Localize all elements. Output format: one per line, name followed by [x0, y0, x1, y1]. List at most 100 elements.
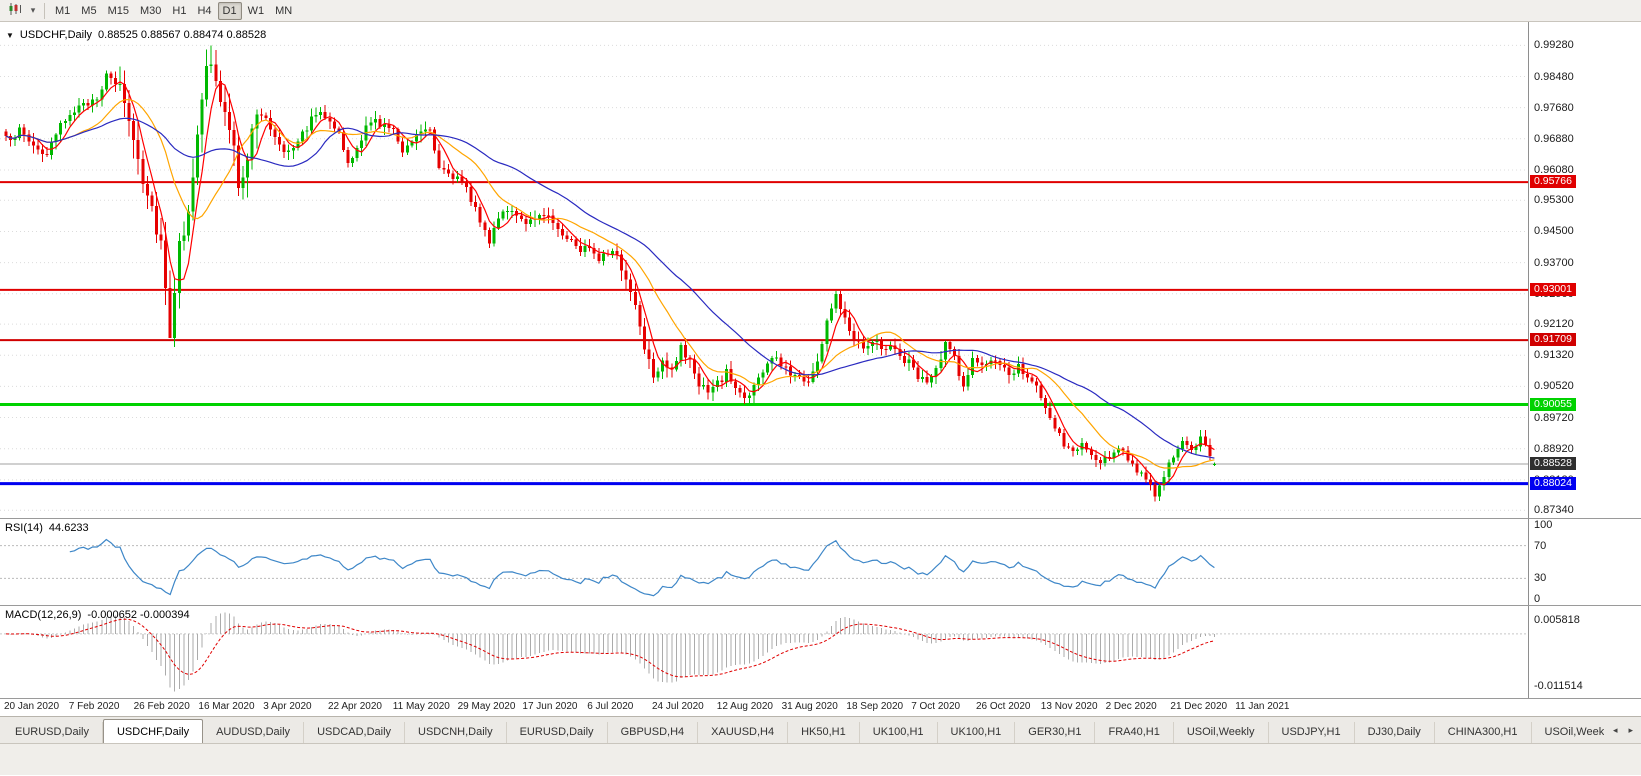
price-badge: 0.90055: [1530, 397, 1576, 411]
tab-xauusd-h4[interactable]: XAUUSD,H4: [698, 722, 789, 743]
rsi-axis-label: 70: [1534, 539, 1547, 552]
date-label: 29 May 2020: [457, 701, 516, 712]
tab-eurusd-daily[interactable]: EURUSD,Daily: [507, 722, 608, 743]
price-tick: 0.94500: [1534, 225, 1574, 238]
rsi-axis-label: 30: [1534, 572, 1547, 585]
date-axis[interactable]: 20 Jan 2020 7 Feb 2020 26 Feb 2020 16 Mar 2…: [0, 699, 1641, 716]
date-label: 7 Oct 2020: [911, 701, 961, 712]
timeframe-button-d1[interactable]: D1: [217, 1, 242, 20]
rsi-canvas[interactable]: RSI(14) 44.6233: [0, 519, 1528, 605]
rsi-axis-label: 0: [1534, 593, 1541, 605]
one-click-trading-toggle-icon[interactable]: ▼: [6, 30, 14, 40]
date-label: 6 Jul 2020: [587, 701, 634, 712]
date-label: 13 Nov 2020: [1040, 701, 1098, 712]
price-chart-row: ▼ USDCHF,Daily 0.88525 0.88567 0.88474 0…: [0, 22, 1641, 518]
date-label: 26 Oct 2020: [976, 701, 1031, 712]
price-tick: 0.88920: [1534, 442, 1574, 455]
date-label: 12 Aug 2020: [716, 701, 773, 712]
symbol-tabs: EURUSD,Daily USDCHF,Daily AUDUSD,Daily USDC…: [2, 719, 1641, 743]
tab-scroll-right-icon[interactable]: ▸: [1628, 724, 1633, 735]
rsi-axis-label: 100: [1534, 519, 1553, 531]
macd-name-label: MACD(12,26,9): [5, 609, 82, 621]
timeframe-button-m30[interactable]: M30: [139, 4, 162, 17]
timeframe-button-m1[interactable]: M1: [55, 4, 71, 17]
tab-usoil-weekly[interactable]: USOil,Weekly: [1174, 722, 1269, 743]
tab-usdjpy-h1[interactable]: USDJPY,H1: [1269, 722, 1355, 743]
date-label: 11 Jan 2021: [1235, 701, 1290, 712]
rsi-axis[interactable]: 100 70 30 0: [1528, 519, 1641, 605]
price-tick: 0.96080: [1534, 163, 1574, 176]
date-label: 22 Apr 2020: [328, 701, 382, 712]
price-tick: 0.90520: [1534, 380, 1574, 393]
panel-splitter[interactable]: [0, 605, 1641, 606]
rsi-value-label: 44.6233: [48, 522, 89, 534]
tab-ger30-h1[interactable]: GER30,H1: [1015, 722, 1096, 743]
price-tick: 0.92120: [1534, 318, 1574, 331]
chart-type-button[interactable]: [3, 2, 27, 20]
macd-axis-label: 0.005818: [1534, 614, 1580, 626]
toolbar-separator: [44, 2, 45, 19]
price-badge: 0.95766: [1530, 175, 1576, 189]
tab-gbpusd-h4[interactable]: GBPUSD,H4: [608, 722, 699, 743]
tab-usdcnh-daily[interactable]: USDCNH,Daily: [405, 722, 507, 743]
price-tick: 0.93700: [1534, 256, 1574, 269]
rsi-panel: RSI(14) 44.6233 100 70 30 0: [0, 519, 1641, 605]
timeframe-button-h4[interactable]: H4: [197, 4, 212, 17]
date-label: 31 Aug 2020: [781, 701, 838, 712]
tab-eurusd-daily[interactable]: EURUSD,Daily: [2, 722, 103, 743]
price-tick: 0.91320: [1534, 349, 1574, 362]
tab-dj30-daily[interactable]: DJ30,Daily: [1355, 722, 1435, 743]
macd-title: MACD(12,26,9) -0.000652 -0.000394: [5, 609, 190, 621]
date-label: 20 Jan 2020: [4, 701, 60, 712]
panel-splitter[interactable]: [0, 518, 1641, 519]
timeframe-button-h1[interactable]: H1: [172, 4, 187, 17]
tab-audusd-daily[interactable]: AUDUSD,Daily: [203, 722, 305, 743]
chart-ohlc-label: 0.88525 0.88567 0.88474 0.88528: [98, 29, 267, 41]
panel-splitter[interactable]: [0, 698, 1641, 699]
date-label: 24 Jul 2020: [652, 701, 704, 712]
price-tick: 0.99280: [1534, 39, 1574, 52]
tab-scroll-controls: ◂ ▸: [1603, 717, 1641, 743]
timeframe-button-m5[interactable]: M5: [81, 4, 97, 17]
macd-canvas[interactable]: MACD(12,26,9) -0.000652 -0.000394: [0, 606, 1528, 698]
tab-uk100-h1[interactable]: UK100,H1: [938, 722, 1016, 743]
date-label: 11 May 2020: [392, 701, 450, 712]
date-label: 3 Apr 2020: [263, 701, 312, 712]
date-label: 2 Dec 2020: [1105, 701, 1157, 712]
price-chart-canvas[interactable]: ▼ USDCHF,Daily 0.88525 0.88567 0.88474 0…: [0, 22, 1528, 518]
price-tick: 0.95300: [1534, 194, 1574, 207]
date-label: 21 Dec 2020: [1170, 701, 1228, 712]
timeframe-button-m15[interactable]: M15: [107, 4, 129, 17]
date-label: 18 Sep 2020: [846, 701, 904, 712]
rsi-name-label: RSI(14): [5, 522, 43, 534]
price-badge: 0.91709: [1530, 333, 1576, 347]
price-axis[interactable]: 0.99280 0.98480 0.97680 0.96880 0.96080 0.953…: [1528, 22, 1641, 518]
tab-china300-h1[interactable]: CHINA300,H1: [1435, 722, 1532, 743]
dropdown-caret-icon[interactable]: ▾: [30, 5, 36, 15]
macd-axis[interactable]: 0.005818 -0.011514: [1528, 606, 1641, 698]
tab-scroll-left-icon[interactable]: ◂: [1612, 724, 1618, 735]
price-tick: 0.89720: [1534, 411, 1574, 424]
chart-type-icon: [8, 3, 22, 18]
tab-usdcad-daily[interactable]: USDCAD,Daily: [304, 722, 406, 743]
timeframe-button-w1[interactable]: W1: [247, 4, 265, 17]
price-tick: 0.87340: [1534, 504, 1574, 517]
tab-hk50-h1[interactable]: HK50,H1: [788, 722, 860, 743]
timeframe-button-group: M1 M5 M15 M30 H1 H4 D1 W1 MN: [50, 1, 297, 20]
timeframe-button-mn[interactable]: MN: [275, 4, 293, 17]
price-tick: 0.98480: [1534, 70, 1574, 83]
macd-values-label: -0.000652 -0.000394: [87, 609, 190, 621]
price-tick: 0.96880: [1534, 132, 1574, 145]
price-badge: 0.88024: [1530, 476, 1576, 490]
tab-fra40-h1[interactable]: FRA40,H1: [1095, 722, 1174, 743]
price-badge: 0.93001: [1530, 282, 1576, 296]
macd-axis-label: -0.011514: [1534, 680, 1583, 692]
date-label: 17 Jun 2020: [522, 701, 578, 712]
price-badge: 0.88528: [1530, 456, 1576, 470]
tab-uk100-h1[interactable]: UK100,H1: [860, 722, 938, 743]
tab-usdchf-daily[interactable]: USDCHF,Daily: [102, 719, 204, 743]
chart-workspace: ▼ USDCHF,Daily 0.88525 0.88567 0.88474 0…: [0, 22, 1641, 716]
date-label: 26 Feb 2020: [133, 701, 190, 712]
chart-title: ▼ USDCHF,Daily 0.88525 0.88567 0.88474 0…: [6, 29, 266, 41]
